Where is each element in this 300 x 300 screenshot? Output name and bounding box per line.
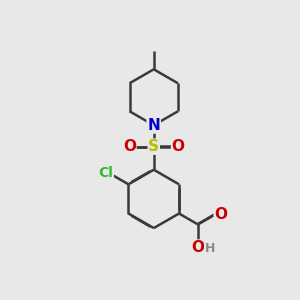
Text: Cl: Cl bbox=[98, 167, 113, 180]
Text: N: N bbox=[147, 118, 160, 133]
Text: O: O bbox=[214, 207, 227, 222]
Text: S: S bbox=[148, 139, 159, 154]
Text: O: O bbox=[191, 240, 205, 255]
Text: O: O bbox=[172, 139, 184, 154]
Text: O: O bbox=[123, 139, 136, 154]
Text: N: N bbox=[147, 118, 160, 133]
Text: H: H bbox=[205, 242, 215, 255]
